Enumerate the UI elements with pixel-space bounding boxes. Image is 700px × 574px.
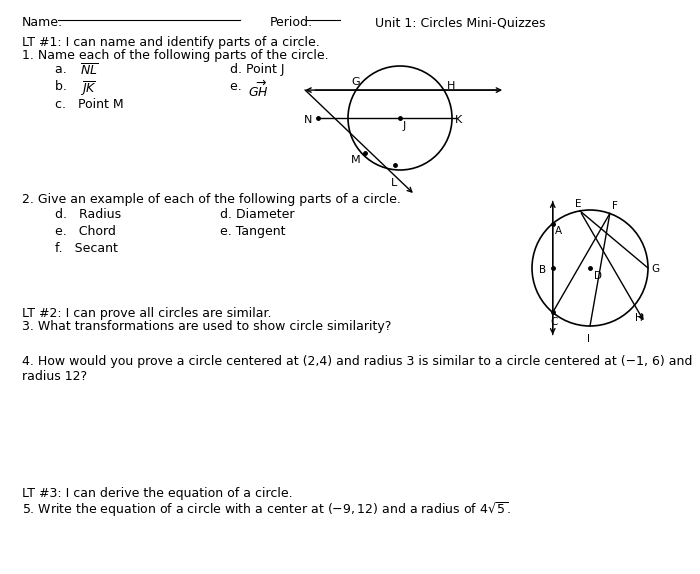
- Text: e. Tangent: e. Tangent: [220, 225, 286, 238]
- Text: $\overline{NL}$: $\overline{NL}$: [80, 63, 98, 79]
- Text: LT #1: I can name and identify parts of a circle.: LT #1: I can name and identify parts of …: [22, 36, 320, 49]
- Text: M: M: [351, 155, 360, 165]
- Text: J: J: [403, 121, 406, 131]
- Text: N: N: [304, 115, 312, 125]
- Text: G: G: [351, 77, 360, 87]
- Text: LT #3: I can derive the equation of a circle.: LT #3: I can derive the equation of a ci…: [22, 487, 293, 500]
- Text: H: H: [635, 313, 643, 323]
- Text: K: K: [455, 115, 462, 125]
- Text: H: H: [447, 81, 456, 91]
- Text: 3. What transformations are used to show circle similarity?: 3. What transformations are used to show…: [22, 320, 391, 333]
- Text: G: G: [651, 264, 659, 274]
- Text: A: A: [554, 226, 562, 235]
- Text: E: E: [575, 199, 582, 209]
- Text: b.: b.: [55, 80, 75, 93]
- Text: f.   Secant: f. Secant: [55, 242, 118, 255]
- Text: F: F: [612, 201, 617, 211]
- Text: Name:: Name:: [22, 16, 63, 29]
- Text: c.   Point M: c. Point M: [55, 98, 124, 111]
- Text: Unit 1: Circles Mini-Quizzes: Unit 1: Circles Mini-Quizzes: [375, 16, 545, 29]
- Text: Period:: Period:: [270, 16, 314, 29]
- Text: LT #2: I can prove all circles are similar.: LT #2: I can prove all circles are simil…: [22, 307, 272, 320]
- Text: e.: e.: [230, 80, 246, 93]
- Text: d. Diameter: d. Diameter: [220, 208, 295, 221]
- Text: d. Point J: d. Point J: [230, 63, 284, 76]
- Text: 4. How would you prove a circle centered at (2,4) and radius 3 is similar to a c: 4. How would you prove a circle centered…: [22, 355, 692, 383]
- Text: B: B: [539, 265, 546, 275]
- Text: $\overline{JK}$: $\overline{JK}$: [80, 80, 97, 99]
- Text: a.: a.: [55, 63, 75, 76]
- Text: 1. Name each of the following parts of the circle.: 1. Name each of the following parts of t…: [22, 49, 328, 62]
- Text: e.   Chord: e. Chord: [55, 225, 116, 238]
- Text: I: I: [587, 334, 590, 344]
- Text: d.   Radius: d. Radius: [55, 208, 121, 221]
- Text: 2. Give an example of each of the following parts of a circle.: 2. Give an example of each of the follow…: [22, 193, 401, 206]
- Text: 5. Write the equation of a circle with a center at $(-9, 12)$ and a radius of $4: 5. Write the equation of a circle with a…: [22, 500, 511, 519]
- Text: D: D: [594, 271, 602, 281]
- Text: C: C: [551, 317, 558, 327]
- Text: L: L: [391, 178, 398, 188]
- Text: $\overrightarrow{GH}$: $\overrightarrow{GH}$: [248, 80, 269, 100]
